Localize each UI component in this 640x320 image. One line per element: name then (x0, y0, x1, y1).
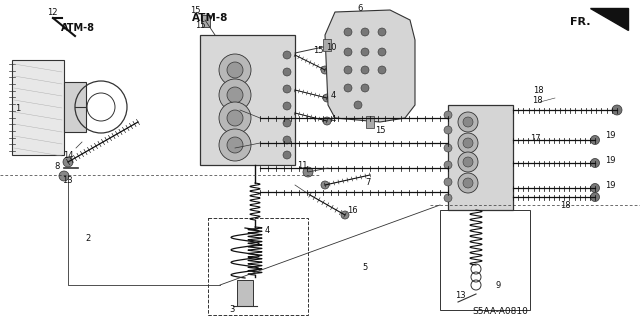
Circle shape (458, 112, 478, 132)
Text: ATM-8: ATM-8 (192, 13, 228, 23)
Circle shape (344, 66, 352, 74)
Text: FR.: FR. (570, 17, 591, 27)
Circle shape (444, 126, 452, 134)
Text: 13: 13 (61, 175, 72, 185)
Circle shape (361, 48, 369, 56)
Circle shape (323, 117, 331, 125)
Circle shape (283, 119, 291, 127)
Text: 9: 9 (495, 281, 500, 290)
Circle shape (591, 135, 600, 145)
Circle shape (321, 66, 329, 74)
Circle shape (219, 79, 251, 111)
Circle shape (227, 110, 243, 126)
Circle shape (219, 54, 251, 86)
Text: 18: 18 (532, 95, 542, 105)
Circle shape (323, 94, 331, 102)
Text: 13: 13 (454, 291, 465, 300)
Text: 11: 11 (297, 161, 307, 170)
Circle shape (463, 157, 473, 167)
Circle shape (63, 157, 73, 167)
Circle shape (361, 84, 369, 92)
Circle shape (458, 152, 478, 172)
Circle shape (444, 144, 452, 152)
Circle shape (59, 171, 69, 181)
Text: 4: 4 (264, 226, 269, 235)
Text: 15: 15 (189, 5, 200, 14)
Circle shape (378, 48, 386, 56)
FancyBboxPatch shape (64, 82, 86, 132)
Text: 19: 19 (605, 156, 615, 164)
Circle shape (354, 101, 362, 109)
Bar (208, 218, 308, 315)
Polygon shape (590, 8, 628, 30)
Text: 8: 8 (54, 162, 60, 171)
Text: 1: 1 (15, 103, 20, 113)
Circle shape (283, 51, 291, 59)
Circle shape (444, 178, 452, 186)
Circle shape (463, 178, 473, 188)
Text: 5: 5 (362, 263, 367, 273)
Circle shape (227, 62, 243, 78)
FancyBboxPatch shape (200, 35, 295, 165)
Circle shape (283, 85, 291, 93)
Circle shape (219, 102, 251, 134)
Circle shape (463, 138, 473, 148)
Circle shape (341, 211, 349, 219)
Circle shape (458, 173, 478, 193)
Circle shape (344, 28, 352, 36)
Circle shape (378, 28, 386, 36)
Text: 15: 15 (195, 20, 205, 29)
Circle shape (344, 48, 352, 56)
Circle shape (283, 151, 291, 159)
Text: 12: 12 (47, 7, 57, 17)
Text: 4: 4 (330, 91, 335, 100)
Circle shape (283, 68, 291, 76)
Circle shape (444, 194, 452, 202)
Text: 7: 7 (365, 178, 371, 187)
Circle shape (227, 87, 243, 103)
Text: 3: 3 (229, 306, 235, 315)
Text: 10: 10 (326, 43, 336, 52)
Text: 18: 18 (560, 201, 570, 210)
Circle shape (612, 105, 622, 115)
Circle shape (444, 111, 452, 119)
Text: 19: 19 (605, 131, 615, 140)
Circle shape (227, 137, 243, 153)
Text: 18: 18 (532, 85, 543, 94)
Text: 2: 2 (85, 234, 91, 243)
Circle shape (591, 183, 600, 193)
Bar (440, 210, 530, 310)
Circle shape (378, 66, 386, 74)
Circle shape (463, 117, 473, 127)
FancyBboxPatch shape (323, 39, 331, 51)
Circle shape (219, 129, 251, 161)
Text: 14: 14 (63, 150, 73, 159)
Circle shape (303, 167, 313, 177)
Text: 15: 15 (313, 45, 323, 54)
Circle shape (444, 161, 452, 169)
Text: 19: 19 (605, 180, 615, 189)
Text: S5AA-A0810: S5AA-A0810 (472, 308, 528, 316)
Circle shape (458, 133, 478, 153)
Text: 17: 17 (530, 133, 540, 142)
Text: 15: 15 (375, 125, 385, 134)
Circle shape (591, 193, 600, 202)
Circle shape (344, 84, 352, 92)
FancyBboxPatch shape (448, 105, 513, 210)
Text: 6: 6 (357, 4, 363, 12)
FancyBboxPatch shape (366, 116, 374, 128)
Circle shape (361, 28, 369, 36)
Text: 4: 4 (330, 115, 335, 124)
FancyBboxPatch shape (237, 280, 253, 306)
Circle shape (283, 102, 291, 110)
FancyBboxPatch shape (12, 60, 64, 155)
Text: ATM-8: ATM-8 (61, 23, 95, 33)
Circle shape (591, 158, 600, 167)
Circle shape (361, 66, 369, 74)
Circle shape (321, 181, 329, 189)
Text: 16: 16 (347, 205, 357, 214)
FancyBboxPatch shape (202, 15, 210, 27)
Circle shape (283, 136, 291, 144)
Polygon shape (325, 10, 415, 122)
